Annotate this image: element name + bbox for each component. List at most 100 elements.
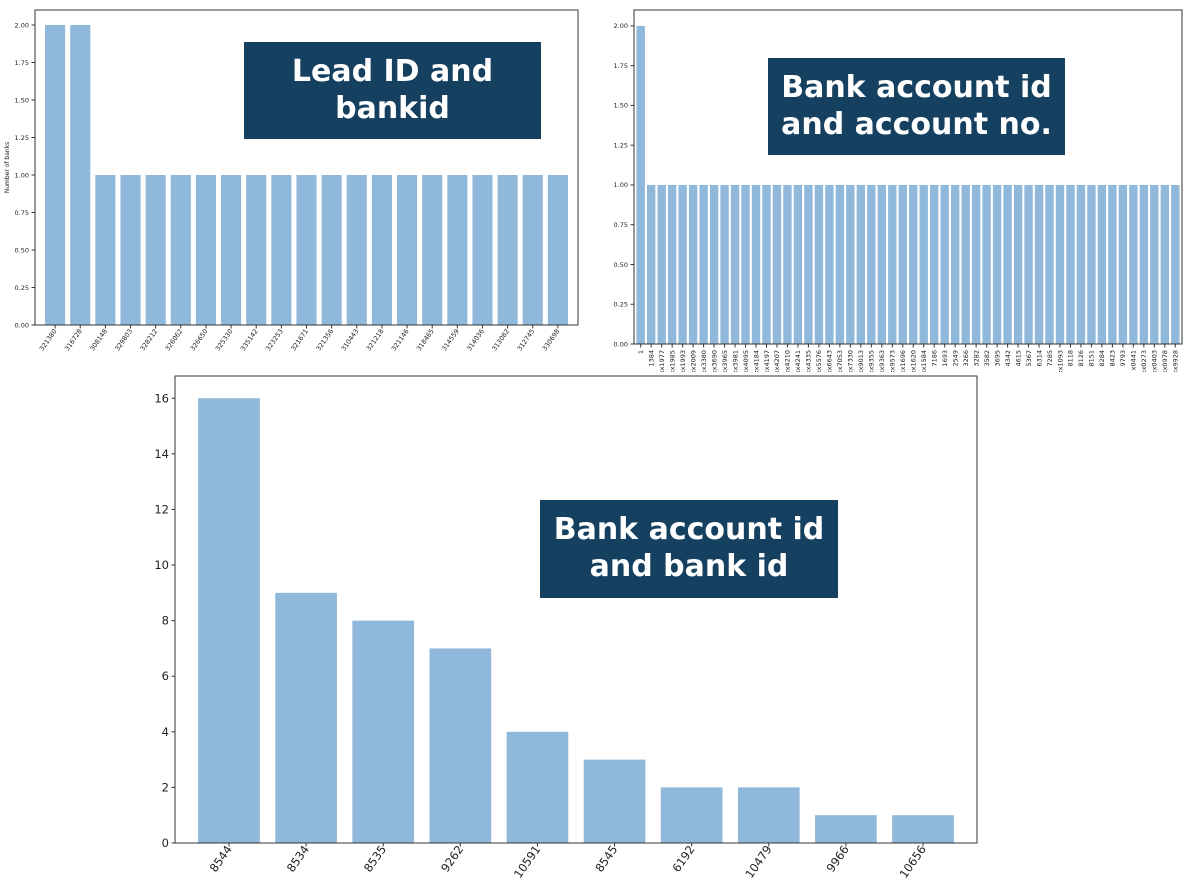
y-tick-label: 1.00 — [15, 171, 29, 179]
account-bank-badge: Bank account id and bank id — [540, 500, 838, 598]
lead-bank-badge: Lead ID and bankid — [244, 42, 541, 139]
x-tick-label: xx2009 — [689, 350, 697, 372]
bar-xx4184 — [751, 184, 761, 344]
x-tick-label: 308148 — [88, 328, 109, 353]
bar-8151 — [1087, 184, 1096, 344]
bar-xx1584 — [919, 184, 928, 344]
bar-xx4207 — [772, 184, 782, 344]
bar-328212 — [145, 175, 166, 325]
x-tick-label: 335142 — [239, 328, 260, 353]
chart-account-bank-svg: 0 2 4 6 8 10 12 14 16 8544 8534 8535 9262 10591 8545 61… — [154, 375, 978, 881]
bar-326650 — [195, 175, 216, 325]
bar-7285 — [1045, 184, 1054, 344]
x-tick-label: xx1696 — [899, 350, 907, 372]
bar-xx7330 — [846, 184, 855, 344]
y-tick-label: 0 — [162, 836, 169, 850]
x-tick-label: 8126 — [1077, 350, 1085, 367]
x-tick-label: 8535 — [361, 843, 389, 875]
y-tick-label: 1.75 — [15, 59, 29, 67]
bar-321671 — [296, 175, 317, 325]
chart-account-bank: 0 2 4 6 8 10 12 14 16 8544 8534 8535 9262 10591 8545 61… — [135, 370, 985, 885]
x-tick-label: 329803 — [113, 328, 134, 353]
x-tick-label: xx7330 — [847, 350, 855, 372]
bar-321356 — [321, 175, 342, 325]
x-tick-label: xx4197 — [763, 350, 771, 372]
bar-335142 — [246, 175, 267, 325]
x-tick-label: 323253 — [264, 328, 285, 353]
bar-5367 — [1024, 184, 1033, 344]
bar-10479 — [737, 787, 800, 843]
y-tick-label: 0.25 — [614, 301, 628, 309]
bar-xx4335 — [804, 184, 813, 344]
y-tick-label: 0.00 — [15, 321, 29, 329]
x-tick-label: 8423 — [1109, 350, 1117, 367]
y-tick-label: 1.50 — [614, 102, 628, 110]
bar-4615 — [1013, 184, 1023, 344]
y-tick-label: 4 — [162, 725, 169, 739]
y-tick-label: 6 — [162, 669, 169, 683]
bar-xx1620 — [909, 184, 918, 344]
bar-326062 — [170, 175, 191, 325]
x-tick-label: 8284 — [1098, 350, 1106, 367]
x-tick-label: xx1993 — [679, 350, 687, 372]
x-tick-label: 326062 — [164, 328, 185, 353]
bar-xx0978 — [1160, 184, 1170, 344]
x-tick-label: xx3690 — [710, 350, 718, 372]
bar-xx9013 — [856, 184, 866, 344]
x-tick-label: xx9928 — [1172, 350, 1180, 372]
x-tick-label: 1384 — [647, 350, 655, 367]
x-tick-label: 3695 — [993, 350, 1001, 367]
bar-2549 — [950, 184, 960, 344]
bar-308148 — [95, 175, 116, 325]
bar-xx1696 — [898, 184, 907, 344]
bar-312745 — [522, 175, 543, 325]
bar-8423 — [1108, 184, 1117, 344]
bar-xx1985 — [667, 184, 677, 344]
chart-account-number: 0.00 0.25 0.50 0.75 1.00 1.25 1.50 1.75 2.00 1 138… — [585, 0, 1185, 372]
x-tick-label: 8544 — [207, 843, 235, 875]
bar-xx4241 — [793, 184, 803, 344]
bar-xx4095 — [741, 184, 750, 344]
x-tick-label: xx5576 — [815, 350, 823, 372]
x-tick-label: 316728 — [63, 328, 84, 353]
bar-1384 — [647, 184, 656, 344]
x-tick-label: 8118 — [1067, 350, 1075, 367]
x-tick-label: xx7053 — [836, 350, 844, 372]
x-tick-label: xx1977 — [658, 350, 666, 372]
bar-3695 — [992, 184, 1002, 344]
bar-9966 — [815, 815, 877, 843]
x-tick-label: 10656 — [896, 843, 928, 881]
bar-10591 — [506, 731, 569, 843]
bar-xx1093 — [1055, 184, 1065, 344]
x-tick-label: 318465 — [415, 328, 436, 353]
x-tick-label: 8151 — [1088, 350, 1096, 367]
bar-6314 — [1034, 184, 1044, 344]
bar-329803 — [120, 175, 141, 325]
x-tick-label: 310443 — [340, 328, 361, 353]
x-tick-label: xx0273 — [1140, 350, 1148, 372]
x-tick-label: xx4184 — [752, 350, 760, 372]
bar-4342 — [1003, 184, 1012, 344]
x-tick-label: 3282 — [972, 350, 980, 367]
account-number-badge: Bank account id and account no. — [768, 58, 1065, 155]
bar-318465 — [422, 175, 443, 325]
x-tick-label: 321356 — [314, 328, 335, 353]
bar-xx4210 — [783, 184, 792, 344]
x-tick-label: 321380 — [38, 328, 59, 353]
bar-314036 — [472, 175, 493, 325]
bar-8534 — [275, 592, 337, 843]
y-tick-label: 8 — [162, 614, 169, 628]
x-tick-label: 8534 — [284, 843, 312, 875]
x-tick-label: xx9573 — [889, 350, 897, 372]
y-tick-label: 10 — [154, 558, 169, 572]
bar-x0441 — [1129, 184, 1138, 344]
bar-xx7053 — [835, 184, 845, 344]
bar-6192 — [660, 787, 723, 843]
x-tick-label: 2549 — [951, 350, 959, 367]
x-tick-label: 6314 — [1035, 350, 1043, 367]
x-tick-label: xx1584 — [920, 350, 928, 372]
y-tick-label: 1.50 — [15, 96, 29, 104]
x-tick-label: xx3965 — [721, 350, 729, 372]
bar-9262 — [429, 648, 492, 843]
x-tick-label: xx0978 — [1161, 350, 1169, 372]
